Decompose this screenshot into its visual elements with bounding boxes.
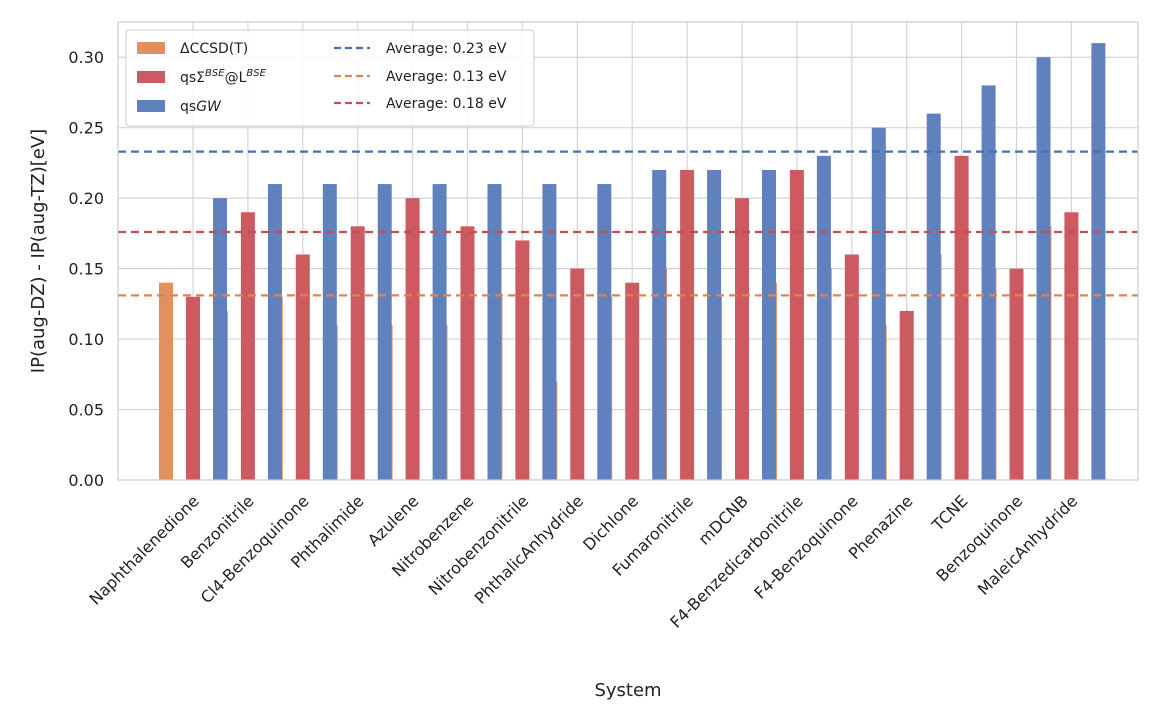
average-lines	[118, 150, 1138, 297]
y-tick-label: 0.25	[68, 119, 104, 138]
bar-qsgw	[377, 184, 392, 481]
legend-label-qs-sigma-bse: qsΣBSE@LBSE	[180, 68, 267, 86]
bar-qs-sigma-bse	[460, 226, 475, 480]
y-tick-label: 0.10	[68, 330, 104, 349]
bar-qs-sigma-bse	[570, 268, 585, 480]
bar-qsgw	[487, 184, 502, 481]
y-tick-label: 0.00	[68, 471, 104, 490]
legend-swatch-qsgw	[137, 100, 165, 112]
legend-label-avg-0: Average: 0.23 eV	[386, 41, 507, 57]
bar-qsgw	[707, 169, 722, 480]
bar-qsgw	[816, 155, 831, 480]
x-tick-label: F4-Benzoquinone	[750, 491, 861, 602]
bar-qsgw	[542, 184, 557, 481]
bar-qsgw	[981, 85, 996, 481]
bar-qsgw	[1036, 57, 1051, 480]
bar-qsgw	[213, 198, 227, 480]
bar-ccsdt	[159, 282, 173, 480]
bar-qsgw	[267, 184, 282, 481]
legend-box	[125, 29, 535, 127]
bar-qsgw	[926, 113, 941, 480]
bar-qs-sigma-bse	[789, 169, 804, 480]
bar-qsgw	[597, 184, 612, 481]
bar-qsgw	[762, 169, 776, 480]
y-tick-label: 0.05	[68, 401, 104, 420]
x-tick-label: Nitrobenzonitrile	[425, 491, 533, 599]
legend: ΔCCSD(T) qsΣBSE@LBSE qsGW Average: 0.23 …	[125, 29, 535, 127]
bar-qs-sigma-bse	[1064, 212, 1079, 480]
bar-qsgw	[322, 184, 337, 481]
x-tick-label: PhthalicAnhydride	[471, 491, 587, 607]
bar-qs-sigma-bse	[735, 198, 749, 480]
x-tick-label: MaleicAnhydride	[974, 491, 1081, 598]
bar-qs-sigma-bse	[186, 296, 200, 480]
plot-frame	[117, 21, 1139, 481]
legend-label-avg-1: Average: 0.13 eV	[386, 69, 507, 85]
bar-qs-sigma-bse	[680, 169, 695, 480]
bar-qs-sigma-bse	[954, 155, 969, 480]
bar-qs-sigma-bse	[844, 254, 859, 480]
bar-qsgw	[432, 184, 447, 481]
y-tick-label: 0.30	[68, 48, 104, 67]
y-tick-label: 0.15	[68, 260, 104, 279]
y-axis-title: IP(aug-DZ) - IP(aug-TZ)[eV]	[28, 129, 49, 373]
legend-label-ccsdt: ΔCCSD(T)	[180, 41, 248, 57]
bar-qs-sigma-bse	[899, 310, 914, 480]
bar-qsgw	[1091, 43, 1106, 481]
legend-label-qsgw: qsGW	[180, 99, 222, 115]
bar-qsgw	[871, 127, 886, 480]
legend-swatch-qs-sigma-bse	[137, 71, 165, 83]
legend-swatch-ccsdt	[137, 42, 165, 54]
legend-label-avg-2: Average: 0.18 eV	[386, 96, 507, 112]
bar-qs-sigma-bse	[240, 212, 255, 480]
bars	[159, 43, 1106, 481]
y-tick-label: 0.20	[68, 189, 104, 208]
bar-qs-sigma-bse	[1009, 268, 1024, 480]
bar-qsgw	[652, 169, 667, 480]
bar-qs-sigma-bse	[350, 226, 365, 480]
bar-qs-sigma-bse	[405, 198, 420, 480]
x-tick-labels: NaphthalenedioneBenzonitrileCl4-Benzoqui…	[85, 491, 1081, 631]
x-tick-label: TCNE	[928, 491, 972, 535]
bar-qs-sigma-bse	[625, 282, 640, 480]
y-tick-labels: 0.00 0.05 0.10 0.15 0.20 0.25 0.30	[68, 48, 104, 490]
bar-qs-sigma-bse	[515, 240, 530, 480]
bar-qs-sigma-bse	[295, 254, 310, 480]
x-axis-title: System	[594, 680, 661, 701]
